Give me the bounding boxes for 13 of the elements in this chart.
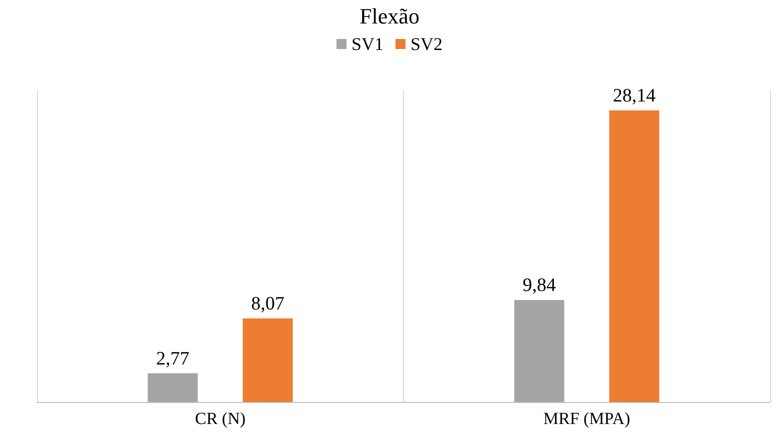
data-label: 28,14 [612, 85, 656, 106]
data-label: 9,84 [522, 275, 556, 296]
x-tick-label: CR (N) [194, 409, 246, 428]
bar [242, 318, 293, 402]
legend-label: SV1 [351, 34, 384, 54]
x-tick-label: MRF (MPA) [543, 409, 630, 428]
bar [609, 110, 660, 402]
bar [514, 300, 564, 402]
chart-title: Flexão [360, 4, 420, 28]
data-label: 8,07 [251, 293, 284, 314]
bar [148, 373, 198, 402]
legend-label: SV2 [410, 34, 443, 54]
data-label: 2,77 [156, 348, 190, 370]
